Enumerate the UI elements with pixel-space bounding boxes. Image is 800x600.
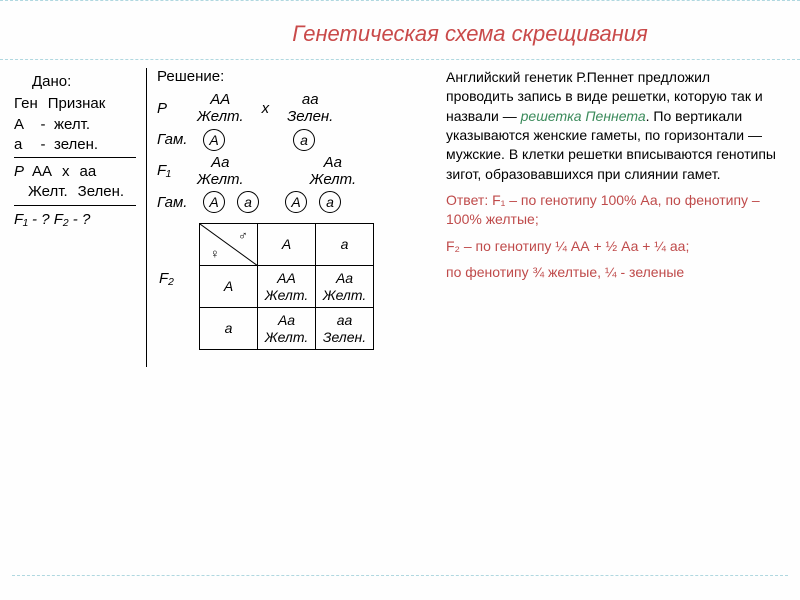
P-AA: АА (197, 91, 244, 108)
F1-yellow-2: Желт. (310, 171, 357, 188)
cross-AA: АА (32, 162, 52, 182)
cross-yellow: Желт. (28, 182, 68, 202)
gene-a: а (14, 135, 32, 155)
ask-line: F₁ - ? F₂ - ? (14, 210, 136, 230)
dash: - (38, 115, 48, 135)
col-gene: Ген (14, 94, 38, 114)
f2-label: F₂ (159, 270, 434, 287)
gamete-icon: А (203, 129, 225, 151)
gene-A: А (14, 115, 32, 135)
gamete-icon: а (237, 191, 259, 213)
punnett-cell-11: аа Зелен. (316, 308, 374, 350)
P-green: Зелен. (287, 108, 333, 125)
given-label: Дано: (14, 72, 136, 92)
answer-2: F₂ – по генотипу ¼ АА + ½ Аа + ¼ аа; (446, 237, 780, 256)
F1-Aa: Аа (197, 154, 244, 171)
divider (14, 205, 136, 206)
gene-row-0: А - желт. (14, 115, 136, 135)
divider (14, 157, 136, 158)
P-x: x (262, 100, 270, 117)
p-label: Р (14, 162, 28, 182)
cross-aa: аа (80, 162, 97, 182)
content-row: Дано: Ген Признак А - желт. а - зелен. Р… (0, 60, 800, 367)
sol-gam1: Гам. А а (157, 129, 436, 151)
solution-label: Решение: (157, 68, 436, 85)
gamete-icon: А (285, 191, 307, 213)
row-lab-gam2: Гам. (157, 194, 197, 211)
P-aa: аа (287, 91, 333, 108)
answer-1: Ответ: F₁ – по генотипу 100% Аа, по фено… (446, 191, 780, 230)
diagonal-icon: ♀ ♂ (200, 224, 258, 266)
cross-x: x (62, 162, 70, 182)
P-yellow: Желт. (197, 108, 244, 125)
explain-p1: Английский генетик Р.Пеннет предложил пр… (446, 68, 780, 184)
sol-P: Р АА Желт. x аа Зелен. (157, 91, 436, 126)
dash: - (38, 135, 48, 155)
explanation-block: Английский генетик Р.Пеннет предложил пр… (446, 68, 786, 367)
F1-right: Аа Желт. (310, 154, 357, 189)
punnett-head-0: А (258, 224, 316, 266)
cross-line: Р АА x аа (14, 162, 136, 182)
punnett-term: решетка Пеннета (521, 108, 646, 124)
page-title: Генетическая схема скрещивания (0, 0, 800, 60)
row-lab-F1: F₁ (157, 162, 197, 179)
sol-gam2: Гам. А а А а (157, 191, 436, 213)
trait-yellow: желт. (54, 115, 90, 135)
F1-left: Аа Желт. (197, 154, 244, 189)
row-lab-gam1: Гам. (157, 131, 197, 148)
F1-yellow: Желт. (197, 171, 244, 188)
solution-block: Решение: Р АА Желт. x аа Зелен. Гам. А а (146, 68, 436, 367)
gamete-icon: А (203, 191, 225, 213)
F1-Aa-2: Аа (310, 154, 357, 171)
cross-green: Зелен. (78, 182, 124, 202)
col-trait: Признак (48, 94, 106, 114)
P-right: аа Зелен. (287, 91, 333, 126)
svg-text:♀: ♀ (210, 246, 220, 261)
given-block: Дано: Ген Признак А - желт. а - зелен. Р… (14, 68, 136, 367)
sol-F1: F₁ Аа Желт. Аа Желт. (157, 154, 436, 189)
cross-pheno: Желт. Зелен. (14, 182, 136, 202)
row-lab-P: Р (157, 100, 197, 117)
punnett-side-1: а (200, 308, 258, 350)
punnett-cell-10: Аа Желт. (258, 308, 316, 350)
answer-3: по фенотипу ¾ желтые, ¼ - зеленые (446, 263, 780, 282)
gene-row-1: а - зелен. (14, 135, 136, 155)
gamete-icon: а (319, 191, 341, 213)
P-left: АА Желт. (197, 91, 244, 126)
gene-header: Ген Признак (14, 94, 136, 114)
svg-text:♂: ♂ (238, 228, 248, 243)
punnett-corner: ♀ ♂ (200, 224, 258, 266)
trait-green: зелен. (54, 135, 98, 155)
bottom-dash (12, 575, 788, 576)
gamete-icon: а (293, 129, 315, 151)
punnett-head-1: а (316, 224, 374, 266)
